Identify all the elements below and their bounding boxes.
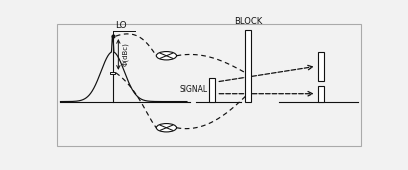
Circle shape: [156, 124, 177, 132]
Circle shape: [156, 52, 177, 60]
Text: LO: LO: [115, 21, 126, 30]
Bar: [246, 30, 251, 101]
Bar: [110, 72, 115, 74]
Bar: [209, 78, 215, 101]
Text: SIGNAL: SIGNAL: [180, 85, 208, 94]
Bar: [318, 52, 324, 81]
Bar: [318, 86, 324, 101]
Text: BLOCK: BLOCK: [234, 17, 262, 26]
Text: Φ(dBc): Φ(dBc): [122, 42, 129, 66]
